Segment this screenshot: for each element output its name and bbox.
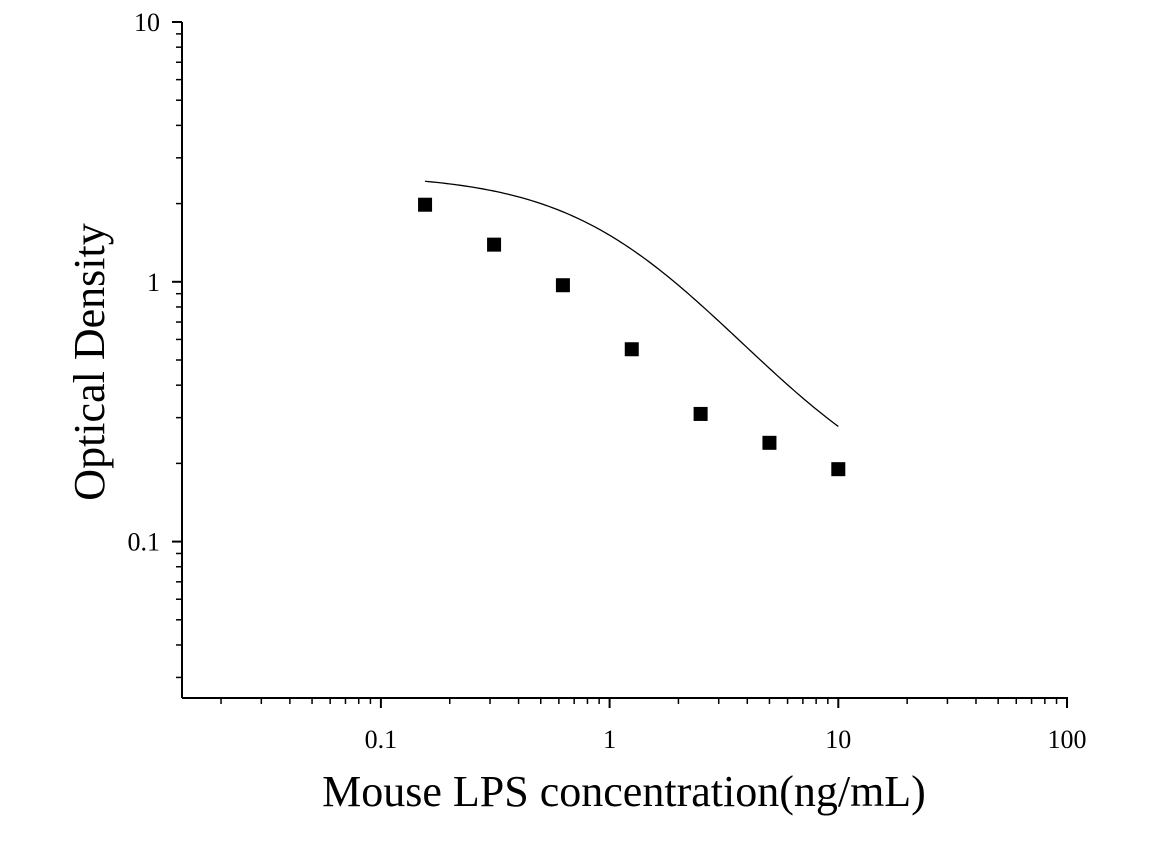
fit-curve-layer — [424, 180, 839, 427]
axes — [181, 22, 1068, 699]
data-point-marker — [487, 237, 502, 252]
y-axis-label: Optical Density — [65, 223, 114, 500]
ticks: 0.1 1 10 100 0.1 1 10 — [128, 8, 1087, 754]
y-tick-label: 0.1 — [128, 528, 161, 557]
data-point-marker — [624, 342, 639, 357]
data-point-marker — [555, 278, 570, 293]
y-tick-label: 1 — [147, 268, 160, 297]
x-tick-label: 0.1 — [365, 725, 398, 754]
x-tick-label: 100 — [1048, 725, 1087, 754]
data-points — [418, 197, 846, 477]
x-axis-label: Mouse LPS concentration(ng/mL) — [322, 767, 926, 816]
x-tick-label: 10 — [825, 725, 851, 754]
x-tick-label: 1 — [603, 725, 616, 754]
y-tick-label: 10 — [134, 8, 160, 37]
fit-curve — [424, 180, 839, 427]
data-point-marker — [693, 406, 708, 421]
data-point-marker — [762, 435, 777, 450]
data-point-marker — [831, 462, 846, 477]
data-point-marker — [418, 197, 433, 212]
